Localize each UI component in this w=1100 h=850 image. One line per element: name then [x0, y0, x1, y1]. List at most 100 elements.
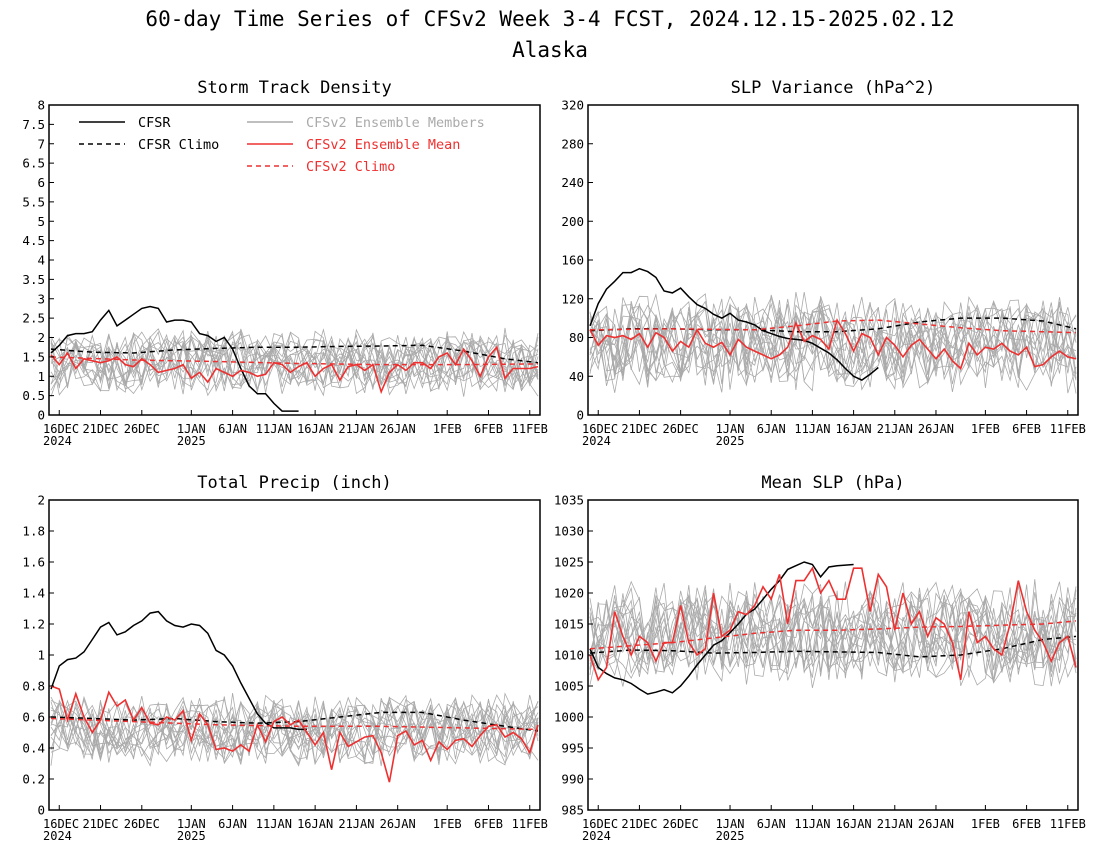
- member-line: [50, 694, 539, 762]
- y-tick-label: 1015: [554, 617, 584, 632]
- panel-title: Storm Track Density: [197, 78, 391, 98]
- x-tick-label: 16JAN: [836, 817, 872, 831]
- series-cfsv2-ensemble-mean: [50, 685, 539, 783]
- y-tick-label: 2: [37, 330, 45, 345]
- member-line: [589, 586, 1077, 683]
- y-tick-label: 80: [569, 330, 584, 345]
- member-line: [50, 700, 539, 767]
- plot-frame: [48, 499, 541, 811]
- legend-label: CFSv2 Climo: [306, 159, 395, 175]
- y-tick-label: 1000: [554, 710, 584, 725]
- series-cfsr: [50, 305, 299, 412]
- x-tick-label: 6FEB: [1012, 817, 1041, 831]
- y-tick-label: 200: [561, 214, 584, 229]
- y-tick-label: 3: [37, 291, 45, 306]
- x-tick-year: 2025: [177, 434, 206, 448]
- y-tick-label: 995: [561, 741, 584, 756]
- x-tick-label: 16DEC: [582, 817, 618, 831]
- series-cfsv2-climo: [50, 717, 539, 731]
- x-tick-label: 26DEC: [124, 817, 160, 831]
- y-tick-label: 6.5: [22, 156, 45, 171]
- x-tick-label: 16DEC: [43, 817, 79, 831]
- y-tick-label: 7: [37, 136, 45, 151]
- x-tick-label: 16JAN: [836, 422, 872, 436]
- x-tick-label: 21JAN: [877, 422, 913, 436]
- x-tick-label: 21DEC: [82, 422, 118, 436]
- member-line: [589, 295, 1077, 378]
- y-tick-label: 1035: [554, 493, 584, 508]
- series-cfsr: [50, 610, 307, 731]
- member-line: [589, 293, 1077, 391]
- x-tick-label: 21JAN: [338, 817, 374, 831]
- x-tick-label: 6FEB: [474, 422, 503, 436]
- legend: CFSR CFSR Climo CFSv2 Ensemble Members CFSv…: [79, 115, 485, 175]
- y-tick-label: 4.5: [22, 233, 45, 248]
- x-tick-label: 26DEC: [663, 422, 699, 436]
- y-tick-label: 1030: [554, 524, 584, 539]
- x-tick-label: 11FEB: [1050, 817, 1086, 831]
- ensemble-members: [50, 327, 539, 397]
- y-tick-label: 0: [37, 408, 45, 423]
- panel-3: Total Precip (inch) 0 0.2 0.4 0.6 0.8 1 1.2 1.4 1…: [22, 473, 547, 843]
- y-tick-label: 1010: [554, 648, 584, 663]
- x-tick-year: 2025: [716, 434, 745, 448]
- series-cfsr-climo: [50, 344, 539, 364]
- y-tick-label: 7.5: [22, 117, 45, 132]
- series-cfsv2-ensemble-mean: [589, 318, 1077, 370]
- x-tick-label: 11JAN: [794, 422, 830, 436]
- member-line: [589, 582, 1077, 686]
- y-tick-label: 0.6: [22, 710, 45, 725]
- legend-label: CFSR: [138, 115, 171, 131]
- x-tick-label: 6FEB: [474, 817, 503, 831]
- x-tick-label: 16JAN: [297, 422, 333, 436]
- y-tick-label: 990: [561, 772, 584, 787]
- x-tick-label: 6FEB: [1012, 422, 1041, 436]
- x-tick-label: 21DEC: [621, 817, 657, 831]
- x-tick-year: 2024: [43, 829, 72, 843]
- y-tick-label: 2.5: [22, 311, 45, 326]
- series-cfsr: [589, 267, 879, 381]
- x-tick-label: 26JAN: [380, 422, 416, 436]
- x-tick-label: 26JAN: [918, 817, 954, 831]
- member-line: [589, 578, 1077, 684]
- y-tick-label: 1.8: [22, 524, 45, 539]
- x-tick-label: 1JAN: [177, 422, 206, 436]
- x-tick-label: 21DEC: [82, 817, 118, 831]
- y-tick-label: 280: [561, 136, 584, 151]
- y-tick-label: 5.5: [22, 194, 45, 209]
- x-tick-label: 26JAN: [380, 817, 416, 831]
- x-tick-year: 2025: [177, 829, 206, 843]
- x-tick-label: 11FEB: [1050, 422, 1086, 436]
- member-line: [589, 300, 1077, 389]
- member-line: [50, 333, 539, 394]
- member-line: [589, 581, 1077, 675]
- y-tick-label: 0.5: [22, 388, 45, 403]
- x-tick-label: 21JAN: [338, 422, 374, 436]
- y-tick-label: 1: [37, 648, 45, 663]
- x-tick-label: 26JAN: [918, 422, 954, 436]
- x-tick-label: 1JAN: [177, 817, 206, 831]
- y-tick-label: 0.8: [22, 679, 45, 694]
- x-tick-label: 6JAN: [757, 817, 786, 831]
- y-tick-label: 4: [37, 253, 45, 268]
- y-tick-label: 1020: [554, 586, 584, 601]
- y-tick-label: 6: [37, 175, 45, 190]
- x-tick-label: 16DEC: [582, 422, 618, 436]
- y-tick-label: 240: [561, 175, 584, 190]
- panel-1: Storm Track Density 0 0.5 1 1.5 2 2.5 3 3.5 4 4.5 5…: [22, 78, 547, 448]
- y-tick-label: 320: [561, 98, 584, 113]
- x-tick-label: 11JAN: [256, 422, 292, 436]
- panel-title: Mean SLP (hPa): [761, 473, 904, 493]
- member-line: [589, 590, 1077, 688]
- y-tick-label: 0: [37, 803, 45, 818]
- member-line: [589, 304, 1077, 385]
- x-tick-label: 16JAN: [297, 817, 333, 831]
- y-tick-label: 160: [561, 253, 584, 268]
- y-tick-label: 0.4: [22, 741, 45, 756]
- y-tick-label: 1.2: [22, 617, 45, 632]
- x-tick-label: 11FEB: [512, 422, 548, 436]
- x-tick-label: 11JAN: [794, 817, 830, 831]
- y-tick-label: 5: [37, 214, 45, 229]
- y-tick-label: 1.5: [22, 349, 45, 364]
- y-tick-label: 120: [561, 291, 584, 306]
